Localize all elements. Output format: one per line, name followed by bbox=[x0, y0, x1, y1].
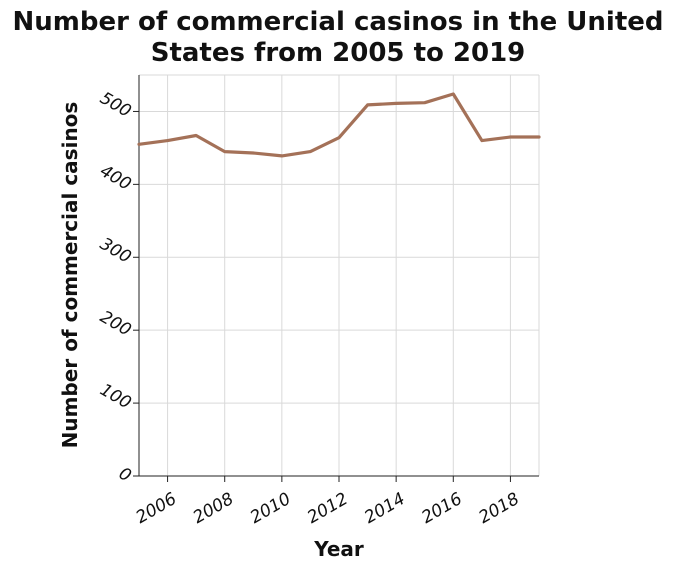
axes bbox=[133, 75, 539, 482]
tick-labels: 0 100 200 300 400 500 2006 2008 2010 2012 2014 2016… bbox=[96, 88, 523, 528]
y-tick-label: 100 bbox=[96, 380, 134, 414]
x-tick-label: 2016 bbox=[418, 489, 466, 528]
x-tick-label: 2010 bbox=[247, 489, 294, 528]
y-tick-label: 500 bbox=[96, 88, 134, 122]
chart-title-line-2: States from 2005 to 2019 bbox=[151, 38, 526, 68]
series-group bbox=[137, 92, 541, 158]
y-tick-label: 0 bbox=[115, 464, 134, 487]
y-tick-label: 300 bbox=[96, 234, 134, 268]
x-tick-label: 2006 bbox=[133, 489, 181, 528]
x-tick-label: 2018 bbox=[475, 489, 523, 528]
x-tick-label: 2012 bbox=[304, 489, 351, 528]
chart-title-line-1: Number of commercial casinos in the Unit… bbox=[12, 7, 663, 37]
x-tick-label: 2014 bbox=[361, 489, 408, 528]
y-tick-label: 200 bbox=[96, 307, 134, 341]
grid-lines bbox=[139, 74, 540, 477]
x-tick-label: 2008 bbox=[190, 489, 238, 528]
x-axis-label: Year bbox=[313, 537, 364, 561]
y-tick-label: 400 bbox=[96, 161, 134, 195]
y-axis-label: Number of commercial casinos bbox=[58, 102, 82, 449]
